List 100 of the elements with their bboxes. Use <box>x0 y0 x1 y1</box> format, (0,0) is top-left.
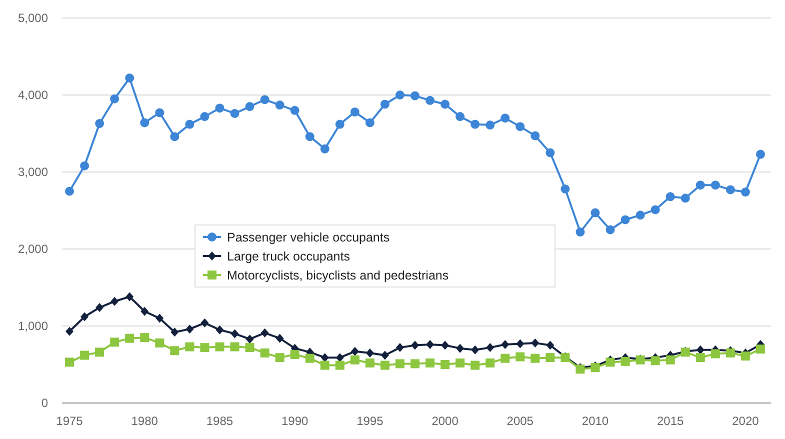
point <box>140 306 149 316</box>
point <box>500 114 510 123</box>
point <box>456 358 465 368</box>
point <box>380 350 389 360</box>
legend-label: Large truck occupants <box>227 249 350 264</box>
point <box>350 355 360 364</box>
point <box>110 296 119 306</box>
point <box>531 338 540 348</box>
point <box>215 104 224 113</box>
point <box>696 180 705 190</box>
point <box>156 314 164 323</box>
point <box>200 318 209 328</box>
point <box>230 329 239 338</box>
point <box>125 74 134 83</box>
point <box>440 360 450 369</box>
point <box>155 108 164 118</box>
point <box>245 102 254 112</box>
point <box>740 188 750 197</box>
point <box>110 94 120 104</box>
point <box>411 340 419 350</box>
point <box>470 360 480 370</box>
y-tick-label: 3,000 <box>18 165 48 180</box>
point <box>80 312 89 322</box>
point <box>216 325 224 334</box>
point <box>200 112 210 122</box>
point <box>185 120 194 129</box>
point <box>560 184 570 194</box>
point <box>350 107 360 116</box>
point <box>410 359 420 368</box>
point <box>170 346 180 356</box>
point <box>516 122 525 132</box>
point <box>245 343 254 352</box>
point <box>110 338 120 347</box>
point <box>546 148 555 158</box>
point <box>530 354 540 363</box>
point <box>756 344 765 354</box>
point <box>65 358 74 367</box>
x-tick-label: 2020 <box>732 414 760 428</box>
point <box>170 328 179 337</box>
point <box>590 208 600 218</box>
point <box>606 225 615 234</box>
point <box>456 112 465 122</box>
x-tick-label: 1985 <box>206 414 234 428</box>
point <box>636 210 645 220</box>
point <box>396 343 404 352</box>
point <box>260 328 269 338</box>
point <box>576 228 585 237</box>
x-tick-label: 1975 <box>56 414 84 428</box>
y-tick-label: 0 <box>41 396 48 410</box>
point <box>666 192 675 202</box>
point <box>516 339 524 348</box>
point <box>426 340 434 349</box>
x-tick-label: 1980 <box>131 414 158 428</box>
point <box>125 334 134 343</box>
point <box>726 185 735 194</box>
point <box>756 150 765 159</box>
point <box>96 303 104 312</box>
point <box>456 344 464 353</box>
point <box>470 120 480 129</box>
point <box>366 348 374 358</box>
y-tick-label: 4,000 <box>18 88 48 102</box>
point <box>486 358 495 368</box>
point <box>501 340 510 349</box>
point <box>696 353 705 362</box>
point <box>680 194 690 203</box>
point <box>426 358 435 368</box>
point <box>335 120 344 129</box>
point <box>276 334 284 343</box>
point <box>260 348 270 358</box>
point <box>275 353 284 362</box>
point <box>620 356 630 366</box>
point <box>740 352 750 361</box>
point <box>471 345 480 354</box>
point <box>440 100 450 109</box>
y-tick-label: 2,000 <box>18 242 48 256</box>
point <box>215 342 224 352</box>
point <box>426 96 435 105</box>
point <box>155 338 164 348</box>
point <box>230 108 240 118</box>
point <box>650 356 660 366</box>
point <box>80 350 90 360</box>
point <box>275 100 284 110</box>
point <box>441 340 450 350</box>
point <box>380 100 390 109</box>
point <box>486 343 494 352</box>
point <box>200 343 210 352</box>
point <box>65 186 74 196</box>
point <box>620 215 630 224</box>
point <box>546 353 555 362</box>
point <box>305 132 314 142</box>
point <box>696 345 704 354</box>
x-tick-label: 1995 <box>356 414 384 428</box>
point <box>95 348 104 357</box>
point <box>606 358 615 367</box>
point <box>290 350 300 359</box>
point <box>516 352 525 362</box>
x-tick-label: 2005 <box>506 414 534 428</box>
point <box>710 349 720 358</box>
point <box>365 358 374 368</box>
x-tick-label: 2015 <box>657 414 684 428</box>
